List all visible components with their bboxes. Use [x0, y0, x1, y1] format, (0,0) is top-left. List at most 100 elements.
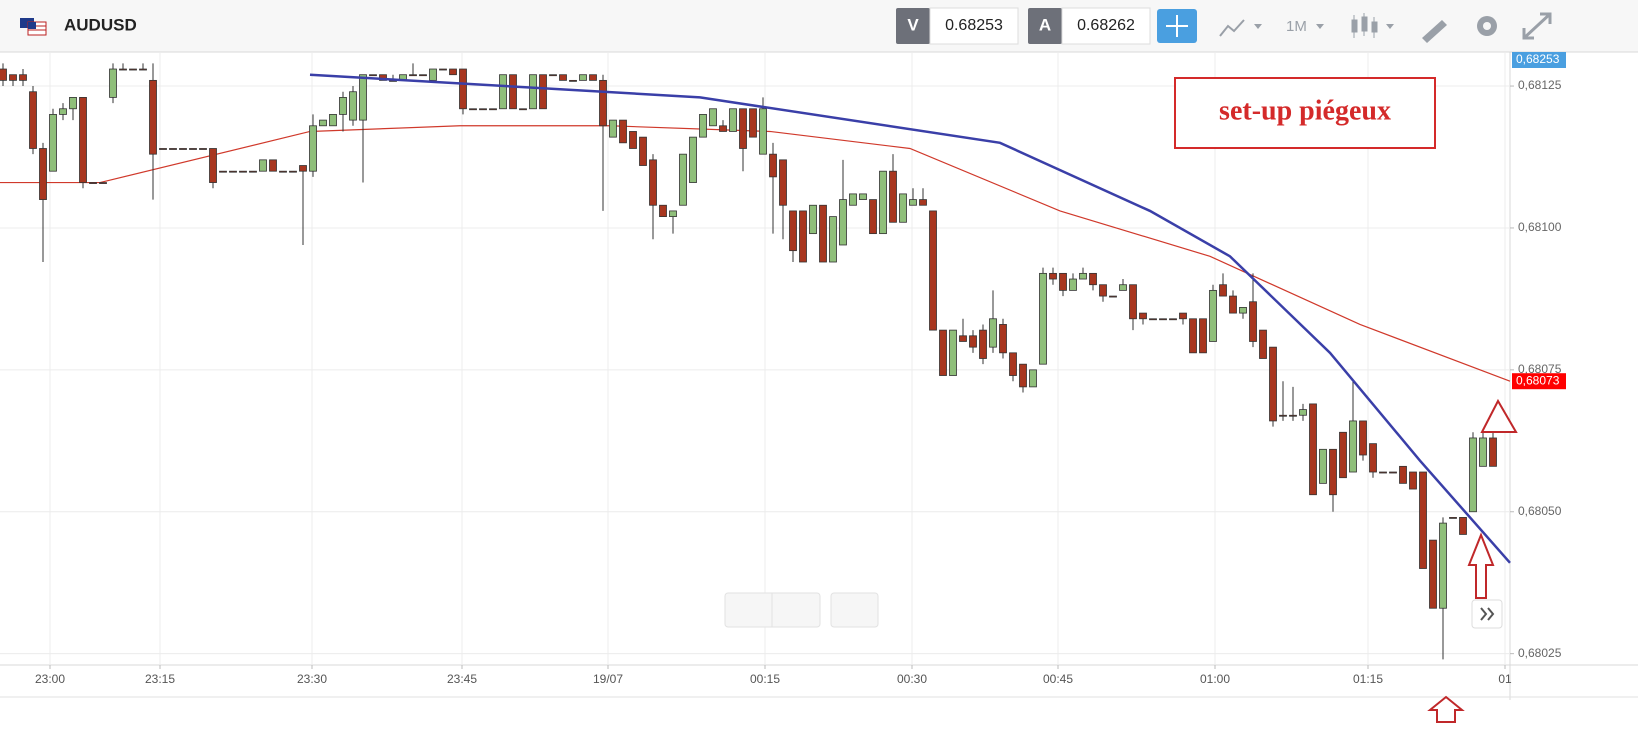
candle-body — [1159, 318, 1167, 321]
flag-icon — [20, 18, 47, 36]
candle-body — [269, 159, 277, 172]
candle-body — [739, 108, 747, 149]
candle-body — [479, 108, 487, 111]
candle-body — [1339, 431, 1347, 479]
candle-body — [59, 108, 67, 115]
candle-body — [1039, 272, 1047, 365]
candle-body — [1299, 409, 1307, 416]
candle-body — [1049, 272, 1057, 280]
candle-body — [239, 170, 247, 173]
nav-buttons[interactable] — [724, 592, 879, 628]
x-tick-label: 00:15 — [750, 672, 780, 686]
candle-body — [1239, 307, 1247, 314]
chart-type-button[interactable] — [1351, 13, 1394, 38]
candle-body — [1079, 272, 1087, 280]
candle-body — [1459, 517, 1467, 535]
candle-body — [1059, 272, 1067, 291]
trendline — [309, 73, 1511, 564]
candle-body — [1089, 272, 1097, 286]
candle-body — [659, 204, 667, 218]
candle-body — [719, 125, 727, 132]
candle-body — [369, 74, 377, 77]
candle-body — [1019, 363, 1027, 388]
candle-body — [699, 114, 707, 138]
candle-body — [669, 210, 677, 218]
x-tick-label: 19/07 — [593, 672, 623, 686]
candle-body — [929, 210, 937, 331]
y-tick-label: 0,68050 — [1518, 504, 1562, 518]
candle-body — [1309, 403, 1317, 496]
bid-price: 0.68253 — [945, 17, 1003, 34]
x-tick-label: 23:15 — [145, 672, 175, 686]
candle-body — [1429, 539, 1437, 609]
timeframe-caret — [1316, 24, 1324, 29]
candle-body — [1139, 312, 1147, 320]
candle-body — [1369, 443, 1377, 473]
candle-body — [869, 199, 877, 235]
candle-body — [189, 148, 197, 150]
candle-body — [159, 148, 167, 150]
candle-body — [339, 97, 347, 115]
candle-body — [779, 159, 787, 206]
candle-body — [919, 199, 927, 206]
candle-body — [999, 324, 1007, 354]
candle-body — [149, 79, 157, 155]
candle-body — [499, 74, 507, 110]
ma-label: 0,68073 — [1516, 373, 1560, 387]
candle-body — [849, 193, 857, 206]
candle-body — [29, 91, 37, 149]
candle-body — [649, 159, 657, 206]
candle-body — [609, 119, 617, 138]
candle-body — [209, 148, 217, 183]
indicator-button[interactable] — [1219, 19, 1262, 37]
ask-label: A — [1039, 15, 1051, 34]
candle-body — [1119, 284, 1127, 291]
up-arrow — [1427, 695, 1465, 723]
scroll-right-button[interactable] — [1471, 599, 1503, 629]
fullscreen-button[interactable] — [1522, 12, 1552, 40]
settings-button[interactable] — [1477, 16, 1497, 36]
candle-body — [1479, 437, 1487, 467]
candle-body — [329, 114, 337, 127]
draw-tool-button[interactable] — [1422, 20, 1447, 43]
candle-body — [349, 91, 357, 121]
ask-button[interactable] — [1028, 8, 1062, 44]
candle-body — [429, 68, 437, 81]
candle-body — [1009, 352, 1017, 376]
candle-body — [729, 108, 737, 132]
candle-body — [1289, 414, 1297, 417]
candle-body — [829, 216, 837, 263]
candle-body — [619, 119, 627, 144]
timeframe[interactable]: 1M — [1286, 18, 1307, 35]
candle-body — [19, 74, 27, 81]
candle-body — [909, 199, 917, 206]
y-tick-label: 0,68075 — [1518, 362, 1562, 376]
candle-body — [99, 182, 107, 184]
x-tick-label: 00:45 — [1043, 672, 1073, 686]
bid-button[interactable] — [896, 8, 930, 44]
candle-body — [129, 68, 137, 71]
candle-body — [679, 153, 687, 206]
candle-body — [969, 335, 977, 348]
last-price-label: 0,68253 — [1516, 52, 1560, 66]
candle-body — [509, 74, 517, 110]
x-tick-label: 23:30 — [297, 672, 327, 686]
candle-body — [589, 74, 597, 81]
candle-body — [1229, 295, 1237, 314]
plot-area: 0,68025 0,68050 0,68075 0,68100 0,68125 23:00… — [0, 52, 1638, 700]
candle-body — [879, 170, 887, 235]
candle-body — [959, 335, 967, 342]
candle-body — [119, 68, 127, 71]
candle-body — [1399, 465, 1407, 484]
candle-body — [939, 329, 947, 376]
candle-body — [1349, 420, 1357, 473]
candle-body — [539, 74, 547, 110]
candle-body — [319, 119, 327, 127]
candle-body — [569, 79, 577, 82]
candle-body — [109, 68, 117, 98]
crosshair-button[interactable] — [1157, 9, 1197, 43]
arrows — [1427, 398, 1518, 723]
candle-body — [1069, 278, 1077, 291]
candle-body — [839, 199, 847, 246]
